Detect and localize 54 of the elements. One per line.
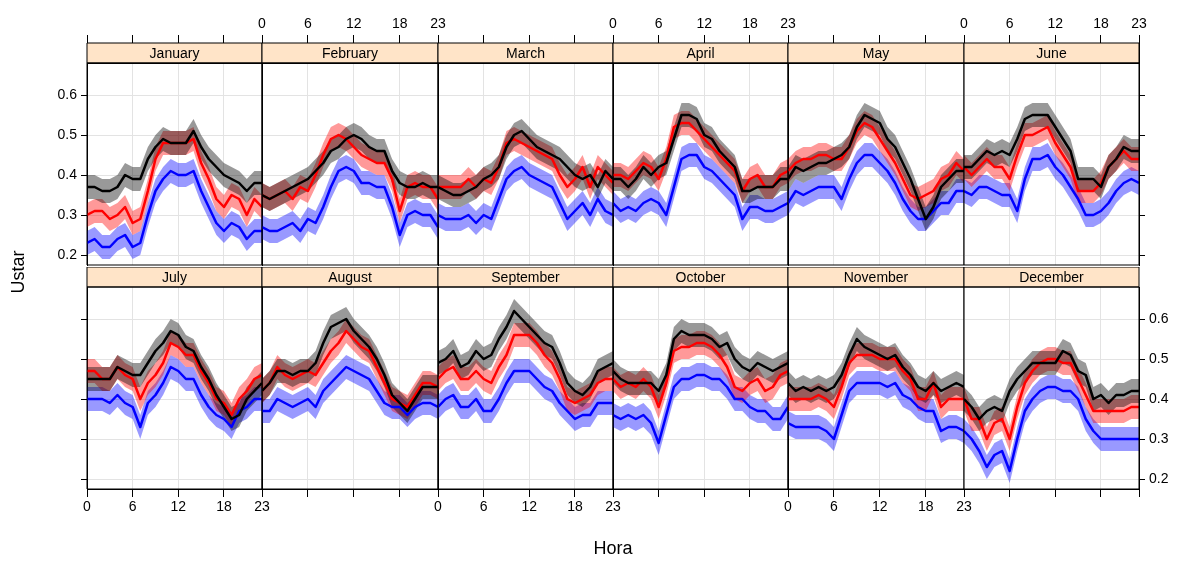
chart-title: August: [328, 268, 372, 285]
x-tick-label: 18: [216, 498, 232, 515]
y-tick-label: 0.6: [1149, 309, 1169, 326]
chart-title: July: [162, 268, 187, 285]
chart-title: March: [506, 44, 545, 61]
y-tick-label: 0.6: [57, 85, 78, 102]
x-tick-label: 12: [346, 15, 362, 32]
y-tick-label: 0.3: [57, 205, 78, 222]
x-tick-label: 18: [917, 498, 934, 515]
chart-title: November: [843, 268, 909, 285]
x-tick-label: 12: [1047, 15, 1064, 32]
x-tick-label: 6: [304, 15, 313, 32]
chart-title: October: [675, 268, 726, 285]
x-tick-label: 0: [960, 15, 969, 32]
x-tick-label: 12: [521, 498, 538, 515]
x-tick-label: 23: [254, 498, 270, 515]
x-tick-label: 0: [609, 15, 618, 32]
chart-title: April: [686, 44, 715, 61]
x-tick-label: 6: [830, 498, 839, 515]
x-tick-label: 23: [780, 15, 796, 32]
y-tick-label: 0.2: [57, 245, 78, 262]
x-tick-label: 12: [872, 498, 888, 515]
chart-title: May: [862, 44, 890, 61]
chart-title: February: [321, 44, 379, 61]
chart-title: June: [1036, 44, 1067, 61]
y-tick-label: 0.4: [57, 165, 78, 182]
y-tick-label: 0.5: [57, 125, 78, 142]
y-tick-label: 0.3: [1149, 429, 1169, 446]
y-tick-label: 0.2: [1149, 469, 1169, 486]
x-tick-label: 23: [956, 498, 972, 515]
y-tick-label: 0.5: [1149, 349, 1169, 366]
chart-title: December: [1019, 268, 1085, 285]
x-tick-label: 0: [258, 15, 267, 32]
y-axis-title: Ustar: [7, 250, 29, 294]
x-tick-label: 6: [1005, 15, 1014, 32]
x-tick-label: 6: [479, 498, 488, 515]
x-tick-label: 6: [654, 15, 663, 32]
x-tick-label: 23: [430, 15, 446, 32]
y-tick-label: 0.4: [1149, 389, 1169, 406]
x-tick-label: 6: [128, 498, 137, 515]
x-tick-label: 0: [784, 498, 793, 515]
x-tick-label: 18: [391, 15, 408, 32]
x-tick-label: 18: [1093, 15, 1109, 32]
x-axis-title: Hora: [592, 538, 634, 559]
x-tick-label: 12: [170, 498, 187, 515]
x-tick-label: 0: [434, 498, 443, 515]
chart-title: September: [491, 268, 561, 285]
x-tick-label: 23: [605, 498, 621, 515]
x-tick-label: 0: [83, 498, 92, 515]
x-tick-label: 12: [696, 15, 713, 32]
x-tick-label: 18: [567, 498, 583, 515]
chart-title: January: [149, 44, 200, 61]
x-tick-label: 23: [1131, 15, 1147, 32]
x-tick-label: 18: [742, 15, 758, 32]
